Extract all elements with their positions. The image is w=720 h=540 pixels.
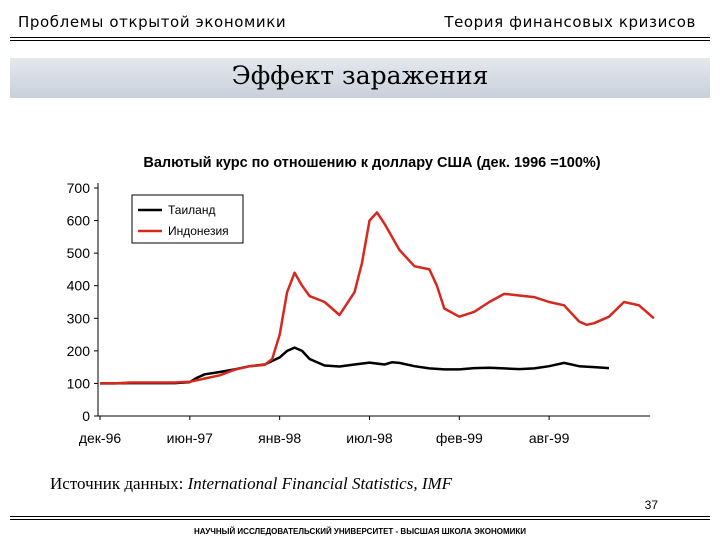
y-tick-label: 300: [67, 310, 91, 326]
header-rule-thick: [10, 37, 710, 38]
y-tick-label: 0: [82, 408, 90, 424]
footer-institution: НАУЧНЫЙ ИССЛЕДОВАТЕЛЬСКИЙ УНИВЕРСИТЕТ - …: [193, 527, 526, 536]
series-line-indonesia: [100, 211, 655, 385]
header-rule-thin: [10, 40, 710, 41]
x-tick-label: июн-97: [167, 430, 214, 446]
x-tick-label: авг-99: [529, 430, 570, 446]
header-course-title: Проблемы открытой экономики: [18, 13, 287, 31]
legend-box: [131, 194, 244, 244]
slide-title: Эффект заражения: [231, 61, 489, 90]
x-tick-label: дек-96: [79, 430, 122, 446]
header-topic-title: Теория финансовых кризисов: [444, 13, 696, 31]
chart-legend: Таиланд Индонезия: [131, 194, 244, 244]
title-band: [10, 58, 710, 98]
legend-label-indonesia: Индонезия: [168, 224, 229, 238]
x-tick-label: янв-98: [258, 430, 301, 446]
y-tick-label: 600: [67, 213, 91, 229]
y-tick-label: 200: [67, 343, 91, 359]
footer-rule-thin: [10, 519, 710, 520]
source-text: International Financial Statistics, IMF: [187, 474, 453, 493]
chart-series: [100, 211, 655, 385]
footer-rule-thick: [10, 516, 710, 517]
y-tick-label: 100: [67, 375, 91, 391]
chart-title: Валютый курс по отношению к доллару США …: [143, 155, 600, 171]
y-tick-label: 400: [67, 278, 91, 294]
y-tick-label: 500: [67, 245, 91, 261]
source-label: Источник данных:: [50, 474, 184, 493]
legend-label-thailand: Таиланд: [168, 203, 215, 217]
x-tick-label: фев-99: [436, 430, 483, 446]
data-source-note: Источник данных: International Financial…: [50, 474, 452, 494]
x-tick-label: июл-98: [346, 430, 393, 446]
page-number: 37: [644, 498, 658, 512]
chart-axes: 0 100 200 300 400 500 600 700 дек-96 июн-97 янв-98…: [67, 180, 650, 446]
y-tick-label: 700: [67, 180, 91, 196]
